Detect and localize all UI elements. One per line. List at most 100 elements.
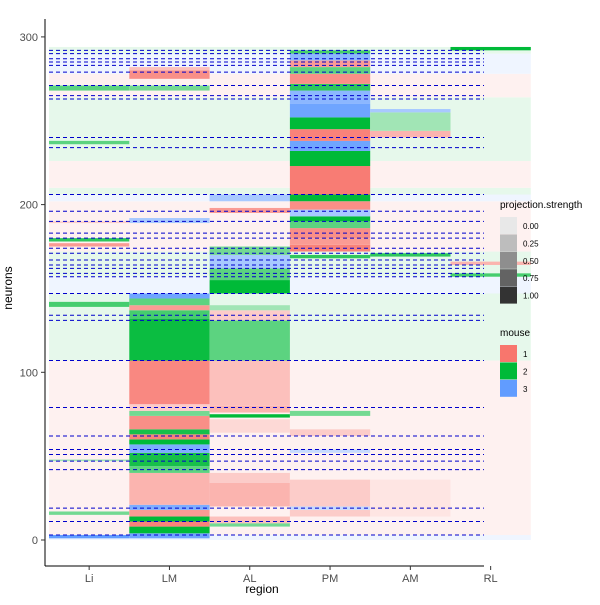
heat-cell <box>289 140 371 151</box>
legend-label: 3 <box>523 385 528 394</box>
heat-cell <box>209 405 290 413</box>
heat-cell <box>129 318 210 361</box>
y-tick-label: 200 <box>20 200 38 212</box>
heat-cell <box>209 310 290 321</box>
heat-cell <box>129 533 210 539</box>
legend-title: projection.strength <box>500 200 582 211</box>
axes: 0 100 200 300 Li LM AL PM AM RL <box>20 19 498 585</box>
legend-key <box>500 345 517 362</box>
x-tick-label: Li <box>85 573 94 585</box>
x-tick-label: RL <box>484 573 498 585</box>
heat-cell <box>129 516 210 522</box>
heat-cell <box>450 273 531 277</box>
heat-cell <box>129 504 210 510</box>
heat-cell <box>49 85 130 91</box>
heat-cell <box>129 521 210 527</box>
legends: projection.strength 0.00 0.25 0.50 0.75 1.00 m… <box>500 200 582 397</box>
heat-cell <box>289 194 371 202</box>
heat-cell <box>49 238 130 242</box>
heat-cell <box>289 254 371 259</box>
heat-cell <box>289 67 371 74</box>
heat-cell <box>209 516 290 524</box>
heat-cell <box>49 221 130 224</box>
heat-cell <box>289 90 371 104</box>
legend-key <box>500 234 517 252</box>
heat-cell <box>49 243 130 247</box>
heat-cell <box>129 298 210 306</box>
heat-cell <box>289 83 371 91</box>
heat-cell <box>129 85 210 91</box>
heat-cell <box>289 509 371 517</box>
legend-label: 2 <box>523 367 528 376</box>
heat-cell <box>370 112 451 131</box>
heat-cell <box>370 253 451 257</box>
heat-cell <box>129 410 210 416</box>
heat-cell <box>49 511 130 515</box>
legend-label: 0.00 <box>523 222 539 231</box>
x-tick-label: PM <box>322 573 339 585</box>
heat-cell <box>129 218 210 224</box>
heat-cell <box>129 67 210 71</box>
heat-cell <box>129 305 210 311</box>
legend-label: 0.75 <box>523 274 539 283</box>
y-tick-label: 0 <box>32 535 38 547</box>
heat-cell <box>129 452 210 467</box>
legend-key <box>500 362 517 380</box>
heat-cell <box>289 238 371 245</box>
heat-cell <box>129 429 210 435</box>
heat-cell <box>450 261 531 265</box>
heat-cell <box>209 207 290 213</box>
heat-cell <box>289 410 371 416</box>
heat-cell <box>289 73 371 84</box>
heat-cell <box>289 201 371 210</box>
heat-cell <box>49 301 130 307</box>
heat-cell <box>129 526 210 534</box>
heat-cell <box>129 472 210 505</box>
x-tick-label: LM <box>162 573 177 585</box>
x-axis-title: region <box>245 582 278 596</box>
heat-cell <box>289 117 371 130</box>
heat-cell <box>209 523 290 527</box>
heat-cell <box>129 293 210 299</box>
heat-cell <box>209 194 290 202</box>
heat-cell <box>49 140 130 145</box>
heat-cell <box>289 479 371 507</box>
heat-cell <box>129 434 210 440</box>
heat-cell <box>209 280 290 294</box>
dashed-lines <box>49 49 484 536</box>
heat-cell <box>209 360 290 406</box>
heat-cell <box>289 449 371 453</box>
heat-cell <box>49 534 130 539</box>
heat-cell <box>450 46 531 51</box>
heat-cell <box>289 53 371 61</box>
heat-cell <box>129 444 210 453</box>
heat-cell <box>209 254 290 269</box>
legend-label: 1 <box>523 350 528 359</box>
heat-cell <box>289 129 371 141</box>
y-axis-title: neurons <box>1 266 15 309</box>
x-tick-label: AL <box>243 573 256 585</box>
background-band <box>49 534 531 540</box>
heat-cell <box>209 472 290 483</box>
heat-cell <box>49 459 130 462</box>
y-tick-label: 100 <box>20 367 38 379</box>
heat-cell <box>129 509 210 517</box>
heat-cell <box>289 60 371 68</box>
heat-cell <box>209 419 290 433</box>
heat-cell <box>209 414 290 418</box>
heat-cell <box>370 130 451 138</box>
legend-key <box>500 217 517 234</box>
heat-cell <box>129 70 210 79</box>
heat-cell <box>289 209 371 217</box>
x-tick-label: AM <box>402 573 419 585</box>
heat-cell <box>209 305 290 311</box>
legend-key <box>500 379 517 397</box>
heat-cell <box>129 360 210 405</box>
heat-cell <box>370 109 451 113</box>
heat-cell <box>289 166 371 195</box>
legend-key <box>500 286 517 304</box>
heat-cell <box>129 439 210 445</box>
heat-cell <box>209 268 290 281</box>
